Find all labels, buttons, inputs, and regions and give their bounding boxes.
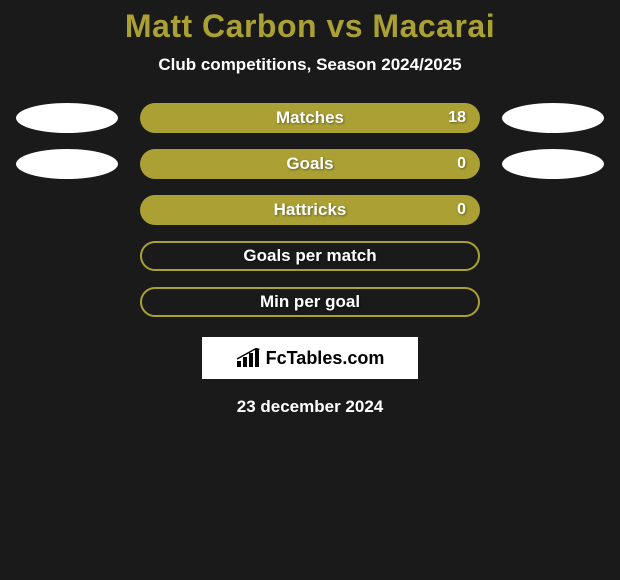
stat-label: Goals: [286, 154, 333, 174]
left-spacer: [16, 287, 118, 317]
stat-bar: Matches 18: [140, 103, 480, 133]
right-spacer: [502, 195, 604, 225]
stat-row: Goals per match: [0, 241, 620, 271]
stat-row: Goals 0: [0, 149, 620, 179]
stat-value-right: 0: [457, 155, 466, 173]
stat-bar: Goals per match: [140, 241, 480, 271]
stat-label: Goals per match: [243, 246, 376, 266]
right-spacer: [502, 241, 604, 271]
logo-text: FcTables.com: [266, 348, 385, 369]
left-ellipse: [16, 149, 118, 179]
stat-value-right: 0: [457, 201, 466, 219]
stat-row: Min per goal: [0, 287, 620, 317]
comparison-card: Matt Carbon vs Macarai Club competitions…: [0, 0, 620, 417]
stat-row: Matches 18: [0, 103, 620, 133]
date-label: 23 december 2024: [0, 397, 620, 417]
logo-box: FcTables.com: [202, 337, 418, 379]
right-ellipse: [502, 103, 604, 133]
right-ellipse: [502, 149, 604, 179]
stat-bar: Min per goal: [140, 287, 480, 317]
bar-chart-icon: [236, 348, 260, 368]
right-spacer: [502, 287, 604, 317]
left-spacer: [16, 195, 118, 225]
stat-row: Hattricks 0: [0, 195, 620, 225]
subtitle: Club competitions, Season 2024/2025: [0, 55, 620, 75]
stat-value-right: 18: [448, 109, 466, 127]
stat-label: Matches: [276, 108, 344, 128]
stat-rows: Matches 18 Goals 0 Hattricks 0 Goals per match…: [0, 103, 620, 317]
stat-label: Min per goal: [260, 292, 360, 312]
page-title: Matt Carbon vs Macarai: [0, 8, 620, 45]
stat-bar: Goals 0: [140, 149, 480, 179]
stat-bar: Hattricks 0: [140, 195, 480, 225]
left-spacer: [16, 241, 118, 271]
left-ellipse: [16, 103, 118, 133]
stat-label: Hattricks: [274, 200, 347, 220]
